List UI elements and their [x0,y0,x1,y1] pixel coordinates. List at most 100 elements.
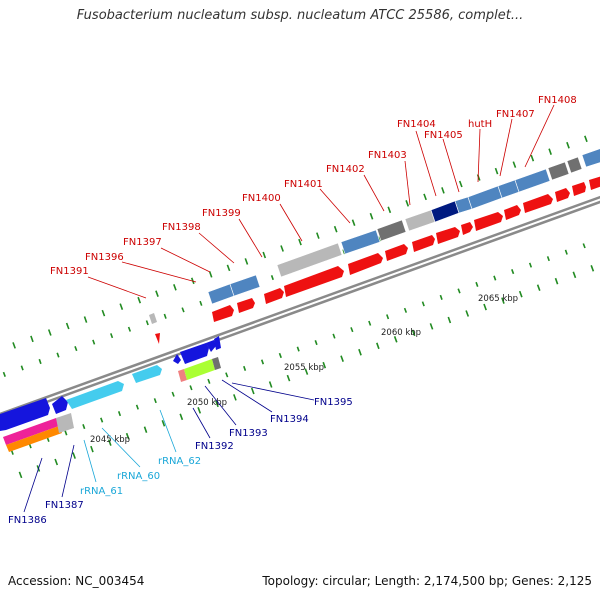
gene-feature[interactable] [56,413,74,433]
cds-feature[interactable] [436,227,460,244]
gene-label[interactable]: FN1392 [195,441,234,452]
gene-label[interactable]: hutH [468,119,492,130]
cds-feature[interactable] [155,333,160,344]
cds-feature[interactable] [589,176,600,190]
gene-feature[interactable] [207,283,235,305]
gene-feature[interactable] [467,185,503,210]
cds-feature[interactable] [52,396,68,414]
gene-feature[interactable] [566,156,583,174]
rrna-feature[interactable] [132,365,162,383]
gene-label[interactable]: FN1391 [50,266,89,277]
gene-label[interactable]: FN1396 [85,252,124,263]
gene-label[interactable]: FN1404 [397,119,436,130]
gene-label[interactable]: FN1407 [496,109,535,120]
tick-mark [268,381,273,388]
gene-feature[interactable] [184,359,215,380]
tick-mark [12,342,16,349]
gene-feature[interactable] [376,219,407,242]
tick-mark [403,307,408,313]
cds-feature[interactable] [461,222,473,235]
tick-mark [30,335,34,343]
cds-feature[interactable] [237,298,255,313]
cds-feature[interactable] [412,235,435,252]
tick-mark [441,187,445,194]
rrna-feature[interactable] [66,381,124,409]
cds-feature[interactable] [206,340,216,352]
gene-feature[interactable] [212,357,221,370]
rna-label[interactable]: rRNA_60 [117,471,160,482]
cds-feature[interactable] [555,188,570,202]
gene-feature[interactable] [178,369,187,382]
cds-feature[interactable] [504,205,521,220]
tick-mark [38,358,42,365]
tick-mark [333,225,338,233]
cds-feature[interactable] [385,244,408,261]
gene-feature[interactable] [514,168,551,193]
tick-mark [566,141,570,149]
map-title: Fusobacterium nucleatum subsp. nucleatum… [76,8,524,23]
tick-mark [546,256,550,262]
tick-mark [369,212,374,220]
rna-label[interactable]: rRNA_62 [158,456,201,467]
gene-label[interactable]: FN1387 [45,500,84,511]
tick-mark [421,301,425,307]
gene-feature[interactable] [547,161,570,181]
cds-feature[interactable] [572,182,586,196]
tick-mark [171,391,175,397]
tick-mark [393,336,398,343]
forward-gene-track [207,148,600,305]
gene-label[interactable]: FN1398 [162,222,201,233]
tick-mark [145,320,149,326]
gene-label[interactable]: FN1386 [8,515,47,526]
cds-feature[interactable] [264,288,284,304]
cds-feature[interactable] [180,343,209,364]
cds-feature[interactable] [523,194,553,213]
tick-mark [528,262,533,268]
gene-feature[interactable] [581,148,600,168]
gene-feature[interactable] [340,229,381,255]
gene-label[interactable]: FN1408 [538,95,577,106]
forward-labels [87,104,555,299]
gene-label[interactable]: FN1393 [229,428,268,439]
tick-mark [332,333,336,339]
tick-mark [181,307,185,313]
rna-label[interactable]: rRNA_61 [80,486,123,497]
tick-mark [423,193,427,201]
cds-feature[interactable] [214,336,221,350]
gene-feature[interactable] [404,209,436,232]
gene-label[interactable]: FN1399 [202,208,241,219]
gene-label[interactable]: FN1395 [314,397,353,408]
tick-mark [411,329,416,337]
cds-feature[interactable] [173,354,181,364]
cds-feature[interactable] [348,253,383,275]
cds-feature[interactable] [474,212,503,231]
gene-feature[interactable] [276,242,343,278]
tick-mark [82,424,86,430]
gene-label[interactable]: FN1394 [270,414,309,425]
gene-label[interactable]: FN1401 [284,179,323,190]
ncrna-feature[interactable] [3,418,59,445]
tick-mark [18,471,23,479]
trna-feature[interactable] [6,426,62,452]
tick-marks [2,135,596,479]
tick-mark [439,294,443,300]
gene-label[interactable]: FN1403 [368,150,407,161]
tick-mark [226,264,231,272]
cds-feature[interactable] [284,266,344,297]
tick-mark [405,200,410,207]
gene-feature[interactable] [430,200,460,223]
gene-label[interactable]: FN1402 [326,164,365,175]
tick-mark [342,249,346,255]
gene-label[interactable]: FN1397 [123,237,162,248]
scale-label: 2055 kbp [284,363,324,373]
gene-label[interactable]: FN1405 [424,130,463,141]
cds-feature[interactable] [212,305,234,322]
tick-mark [554,277,559,285]
tick-mark [368,320,372,326]
genome-summary-text: Topology: circular; Length: 2,174,500 bp… [262,574,592,588]
gene-feature[interactable] [149,313,157,324]
cds-feature[interactable] [0,398,50,431]
gene-feature[interactable] [229,274,261,297]
gene-label[interactable]: FN1400 [242,193,281,204]
